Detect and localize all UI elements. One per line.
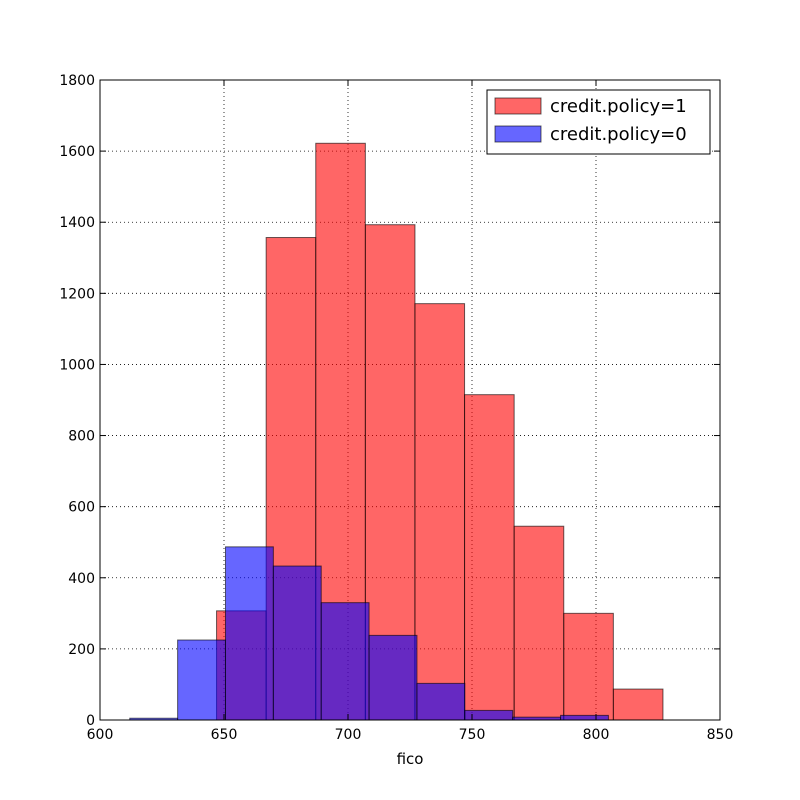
y-tick-label: 1400	[59, 215, 95, 231]
plot-frame	[99, 79, 721, 721]
y-tick-label: 800	[68, 429, 95, 445]
y-tick-label: 200	[68, 642, 95, 658]
y-tick-label: 600	[68, 500, 95, 516]
x-tick-label: 600	[87, 727, 114, 743]
histogram-bar-series-1	[414, 303, 466, 721]
axis-ticks: 600 650 700 750 800 850 0 200 400 600 800 1000 1200 1…	[59, 73, 733, 743]
histogram-bar-series-1	[612, 688, 664, 721]
y-tick-label: 1800	[59, 73, 95, 89]
y-tick-label: 1000	[59, 357, 95, 373]
x-tick-label: 700	[335, 727, 362, 743]
x-axis-label: fico	[397, 750, 424, 768]
x-tick-label: 800	[583, 727, 610, 743]
histogram-bar-series-2	[560, 714, 609, 721]
histogram-bar-series-1	[563, 612, 614, 721]
y-tick-label: 1600	[59, 144, 95, 160]
y-tick-label: 1200	[59, 286, 95, 302]
legend-label-2: credit.policy=0	[550, 124, 687, 145]
histogram-bar-series-1	[513, 525, 565, 721]
x-tick-label: 650	[211, 727, 238, 743]
legend-swatch-2	[494, 125, 542, 143]
histogram-bar-series-2	[224, 546, 274, 721]
histogram-bar-series-2	[368, 634, 418, 721]
histogram-bar-series-2	[177, 639, 226, 721]
y-tick-label: 0	[86, 713, 95, 729]
histogram-bar-series-2	[272, 565, 322, 721]
histogram-bars	[129, 142, 664, 721]
histogram-bar-series-2	[416, 682, 466, 721]
y-tick-label: 400	[68, 571, 95, 587]
histogram-bar-series-2	[320, 602, 370, 721]
histogram-bar-series-1	[464, 394, 515, 721]
x-tick-label: 750	[459, 727, 486, 743]
x-tick-label: 850	[707, 727, 734, 743]
legend: credit.policy=1 credit.policy=0	[486, 89, 711, 155]
legend-label-1: credit.policy=1	[550, 96, 687, 117]
legend-swatch-1	[494, 97, 542, 115]
